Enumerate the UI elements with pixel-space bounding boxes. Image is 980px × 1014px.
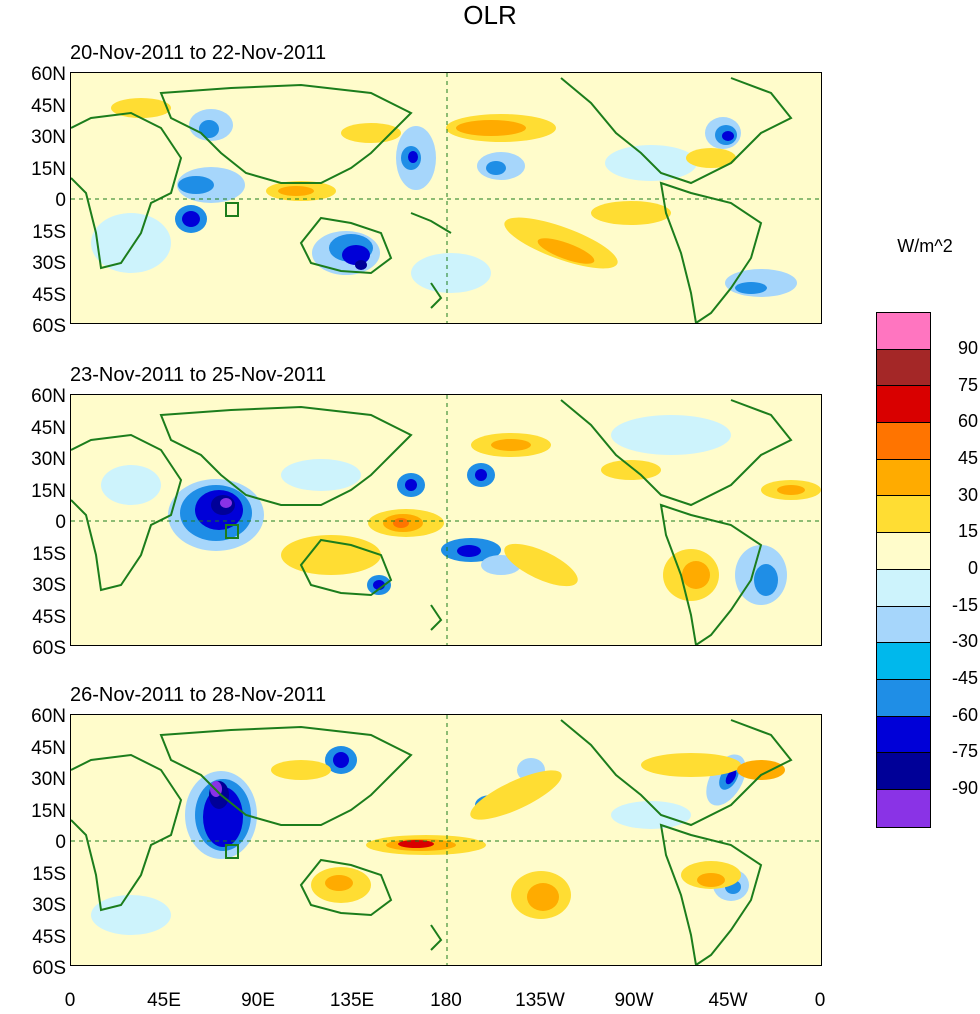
lon-label: 90W	[614, 990, 654, 1011]
lat-label: 45N	[31, 418, 66, 439]
colorbar-box	[877, 533, 930, 570]
colorbar-box	[877, 569, 930, 607]
coastlines	[71, 77, 793, 323]
colorbar-label: 15	[957, 521, 978, 541]
colorbar-label: -75	[951, 741, 978, 761]
colorbar-box	[877, 423, 930, 460]
colorbar-box	[877, 643, 930, 680]
colorbar-label: 60	[957, 411, 978, 431]
anomaly-field	[101, 415, 821, 605]
lat-label: 60N	[31, 64, 66, 85]
colorbar-box	[877, 349, 930, 387]
anomaly-field	[91, 98, 797, 297]
lat-label: 0	[55, 512, 66, 533]
lat-label: 30S	[32, 575, 66, 596]
lat-label: 30N	[31, 769, 66, 790]
lat-label: 45S	[32, 927, 66, 948]
lat-label: 45S	[32, 607, 66, 628]
colorbar-units: W/m^2	[897, 236, 953, 256]
map-panel-3-svg	[71, 715, 821, 965]
colorbar-label: 0	[967, 558, 978, 578]
lon-label: 45W	[708, 990, 748, 1011]
lat-label: 15N	[31, 159, 66, 180]
figure-title: OLR	[463, 0, 517, 30]
colorbar-label: 45	[957, 448, 978, 468]
colorbar-label: -60	[951, 705, 978, 725]
map-panel-2-svg	[71, 395, 821, 645]
lat-label: 15S	[32, 222, 66, 243]
map-panel-2	[70, 394, 822, 646]
lat-label: 30S	[32, 253, 66, 274]
lat-label: 30N	[31, 127, 66, 148]
map-panel-1-svg	[71, 73, 821, 323]
lon-label: 135W	[515, 990, 565, 1011]
colorbar-label: 75	[957, 375, 978, 395]
colorbar	[876, 312, 931, 828]
panel-2-title: 23-Nov-2011 to 25-Nov-2011	[70, 364, 327, 386]
lat-label: 60S	[32, 638, 66, 659]
colorbar-label: -30	[951, 631, 978, 651]
panel-3-title: 26-Nov-2011 to 28-Nov-2011	[70, 684, 327, 706]
colorbar-box	[877, 789, 930, 827]
lon-label: 90E	[241, 990, 275, 1011]
colorbar-box	[877, 386, 930, 424]
lat-label: 60S	[32, 316, 66, 337]
lat-label: 15N	[31, 801, 66, 822]
lat-label: 30S	[32, 895, 66, 916]
lat-label: 15N	[31, 481, 66, 502]
colorbar-box	[877, 313, 930, 350]
lat-label: 45N	[31, 96, 66, 117]
lat-label: 15S	[32, 544, 66, 565]
lat-label: 60N	[31, 386, 66, 407]
colorbar-label: -45	[951, 668, 978, 688]
colorbar-box	[877, 716, 930, 754]
lat-label: 60S	[32, 958, 66, 979]
colorbar-box	[877, 679, 930, 717]
lat-label: 0	[55, 190, 66, 211]
map-panel-3	[70, 714, 822, 966]
colorbar-box	[877, 496, 930, 534]
lon-label: 0	[814, 990, 826, 1011]
map-panel-1	[70, 72, 822, 324]
colorbar-label: -15	[951, 595, 978, 615]
lon-label: 180	[430, 990, 462, 1011]
lat-label: 60N	[31, 706, 66, 727]
colorbar-box	[877, 459, 930, 497]
colorbar-box	[877, 753, 930, 790]
lon-label: 45E	[147, 990, 181, 1011]
coastlines	[71, 399, 793, 645]
colorbar-label: -90	[951, 778, 978, 798]
lon-label: 135E	[329, 990, 375, 1011]
lat-label: 30N	[31, 449, 66, 470]
lon-label: 0	[64, 990, 76, 1011]
lat-label: 45S	[32, 285, 66, 306]
colorbar-label: 90	[957, 338, 978, 358]
lat-label: 45N	[31, 738, 66, 759]
anomaly-field	[91, 746, 785, 935]
coastlines	[71, 719, 793, 965]
panel-1-title: 20-Nov-2011 to 22-Nov-2011	[70, 42, 327, 64]
colorbar-box	[877, 606, 930, 644]
lat-label: 15S	[32, 864, 66, 885]
lat-label: 0	[55, 832, 66, 853]
colorbar-label: 30	[957, 485, 978, 505]
